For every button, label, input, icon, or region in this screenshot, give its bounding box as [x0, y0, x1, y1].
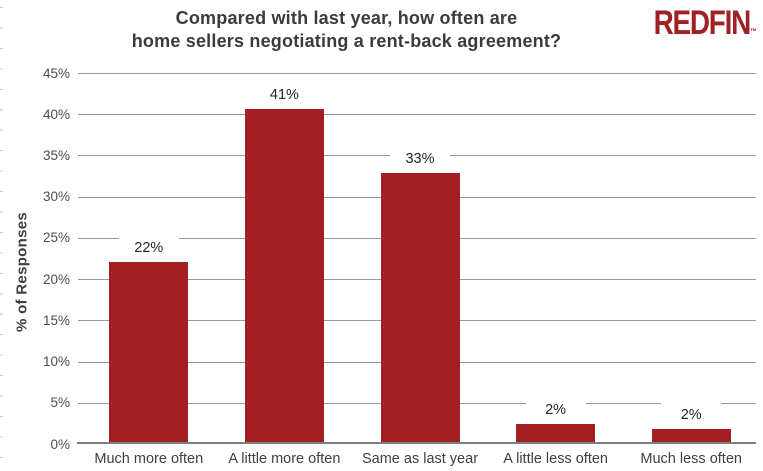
- chart-title-line1: Compared with last year, how often are: [175, 8, 518, 28]
- grid-line: [78, 73, 756, 74]
- y-tick-label: 45%: [42, 65, 70, 81]
- redfin-logo: REDFIN™: [654, 4, 757, 43]
- y-tick-label: 5%: [50, 395, 70, 411]
- chart-title: Compared with last year, how often are h…: [40, 7, 653, 53]
- x-category-label: A little more often: [228, 451, 341, 467]
- y-tick-label: 20%: [42, 271, 70, 287]
- redfin-logo-text: REDFIN: [654, 4, 752, 42]
- x-category-label: Much less often: [640, 451, 742, 467]
- bar: [651, 429, 731, 444]
- y-tick-label: 25%: [42, 230, 70, 246]
- x-category-label: Same as last year: [361, 451, 479, 467]
- bar-value-label: 22%: [118, 235, 179, 260]
- x-axis-line: [77, 442, 756, 444]
- y-tick-label: 40%: [42, 106, 70, 122]
- y-tick-label: 30%: [42, 189, 70, 205]
- bar-value-label: 33%: [390, 146, 450, 171]
- spreadsheet-gridline-stub-marks: [0, 7, 3, 465]
- bar-value-label: 41%: [254, 83, 315, 108]
- bar: [109, 261, 189, 444]
- bar: [516, 424, 596, 444]
- x-category-label: A little less often: [503, 451, 608, 467]
- bar-value-label: 2%: [525, 398, 586, 423]
- plot-area: [77, 73, 756, 444]
- grid-line: [78, 114, 756, 116]
- y-tick-label: 15%: [42, 312, 70, 328]
- y-tick-label: 0%: [50, 436, 70, 452]
- x-category-label: Much more often: [94, 451, 204, 467]
- bar-value-label: 2%: [661, 403, 722, 428]
- bar: [244, 109, 324, 444]
- y-tick-label: 10%: [42, 354, 70, 370]
- chart-title-line2: home sellers negotiating a rent-back agr…: [131, 31, 562, 51]
- bar: [380, 172, 460, 444]
- y-tick-label: 35%: [42, 147, 70, 163]
- trademark-symbol: ™: [750, 27, 757, 36]
